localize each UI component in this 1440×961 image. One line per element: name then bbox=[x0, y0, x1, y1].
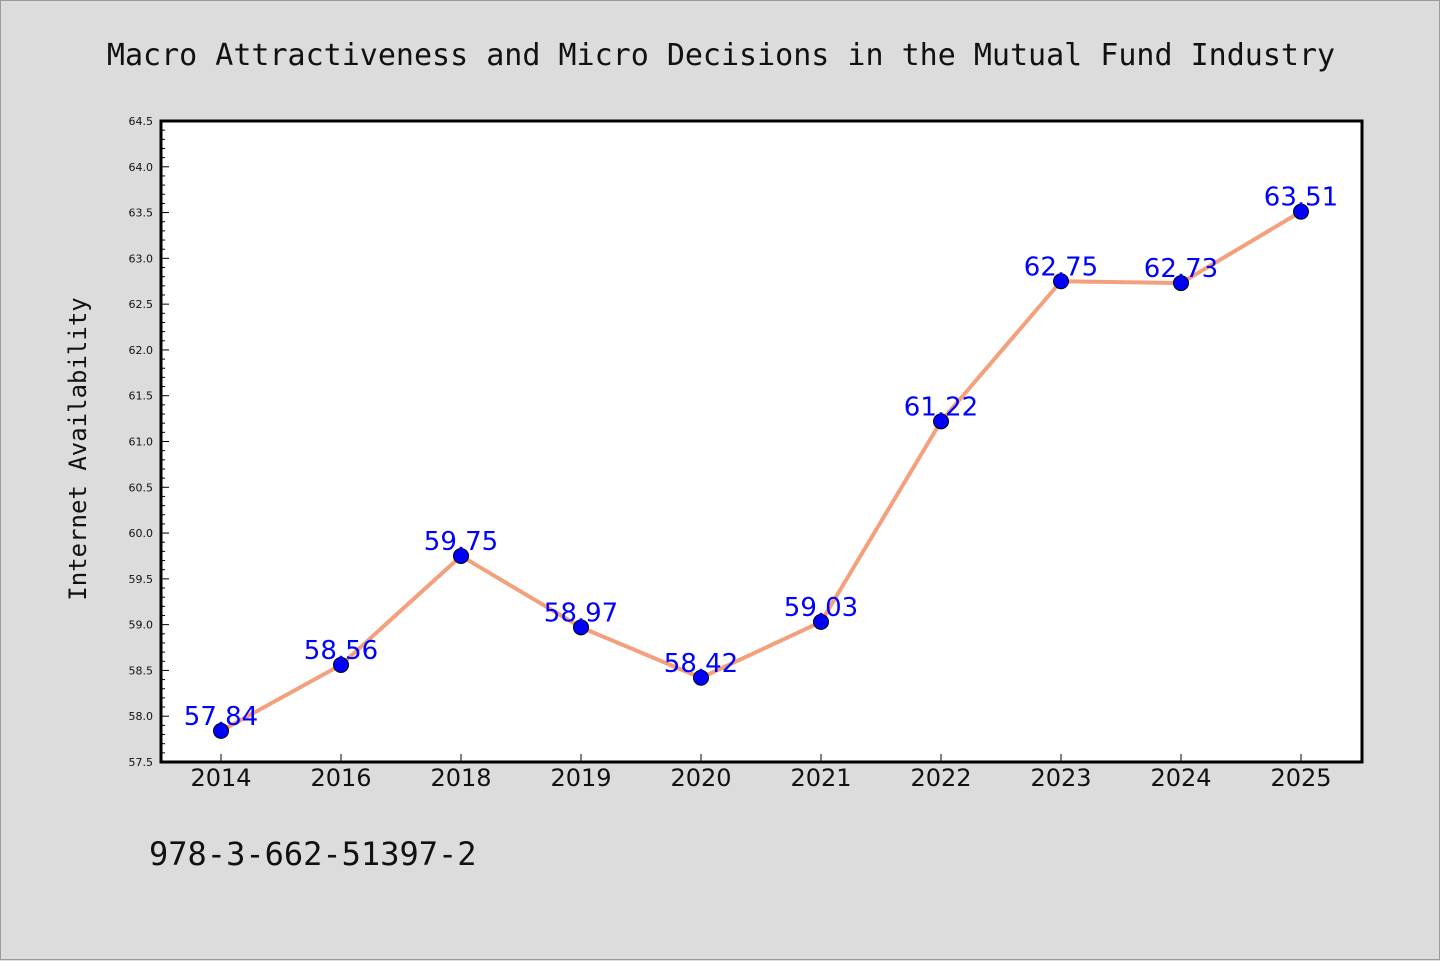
data-point bbox=[1053, 273, 1069, 290]
data-label: 62.75 bbox=[1024, 252, 1098, 282]
x-axis: 2014 2016 2018 2019 2020 2021 2022 2023 2024 2025 bbox=[190, 754, 1332, 792]
data-point bbox=[333, 656, 349, 673]
x-tick-label: 2020 bbox=[670, 764, 731, 792]
y-tick-label: 60.5 bbox=[129, 481, 154, 494]
data-point bbox=[573, 619, 589, 636]
y-tick-label: 58.0 bbox=[129, 710, 154, 723]
data-label: 61.22 bbox=[904, 392, 978, 422]
x-tick-label: 2021 bbox=[790, 764, 851, 792]
data-label: 62.73 bbox=[1144, 254, 1218, 284]
y-tick-label: 59.5 bbox=[129, 573, 154, 586]
data-point bbox=[453, 547, 469, 564]
chart-title: Macro Attractiveness and Micro Decisions… bbox=[107, 38, 1335, 73]
y-tick-label: 59.0 bbox=[129, 619, 154, 632]
data-label: 58.97 bbox=[544, 598, 618, 628]
y-tick-label: 63.5 bbox=[129, 207, 154, 220]
y-tick-label: 63.0 bbox=[129, 252, 154, 265]
series-line bbox=[219, 209, 1303, 733]
y-tick-label: 61.0 bbox=[129, 436, 154, 449]
x-tick-label: 2022 bbox=[910, 764, 971, 792]
data-label: 58.42 bbox=[664, 649, 738, 679]
data-point bbox=[933, 413, 949, 430]
y-tick-label: 62.0 bbox=[129, 344, 154, 357]
y-tick-label: 58.5 bbox=[129, 664, 154, 677]
data-point bbox=[1293, 203, 1309, 220]
plot-area bbox=[159, 119, 1364, 764]
y-tick-label: 57.5 bbox=[129, 756, 154, 769]
y-tick-label: 60.0 bbox=[129, 527, 154, 540]
data-label: 59.75 bbox=[424, 527, 498, 557]
y-axis-label: Internet Availability bbox=[64, 297, 92, 600]
data-point bbox=[813, 613, 829, 630]
y-tick-label: 61.5 bbox=[129, 390, 154, 403]
y-axis: 57.5 58.0 58.5 59.0 59.5 60.0 60.5 61.0 61.5 62.0… bbox=[129, 115, 169, 769]
data-point bbox=[1173, 275, 1189, 292]
y-tick-label: 64.0 bbox=[129, 161, 154, 174]
x-tick-label: 2024 bbox=[1150, 764, 1211, 792]
x-tick-label: 2025 bbox=[1270, 764, 1331, 792]
data-label: 58.56 bbox=[304, 636, 378, 666]
x-tick-label: 2019 bbox=[550, 764, 611, 792]
x-tick-label: 2014 bbox=[190, 764, 251, 792]
x-tick-label: 2016 bbox=[310, 764, 371, 792]
y-tick-label: 64.5 bbox=[129, 115, 154, 128]
data-label: 59.03 bbox=[784, 593, 858, 623]
data-point bbox=[213, 722, 229, 739]
x-tick-label: 2018 bbox=[430, 764, 491, 792]
data-label: 63.51 bbox=[1264, 183, 1338, 213]
isbn-text: 978-3-662-51397-2 bbox=[149, 835, 477, 873]
series-layer: 57.84 58.56 59.75 58.97 58.42 59.03 61.22 62.75… bbox=[184, 183, 1338, 739]
data-point bbox=[693, 669, 709, 686]
x-tick-label: 2023 bbox=[1030, 764, 1091, 792]
y-tick-label: 62.5 bbox=[129, 298, 154, 311]
data-label: 57.84 bbox=[184, 702, 258, 732]
